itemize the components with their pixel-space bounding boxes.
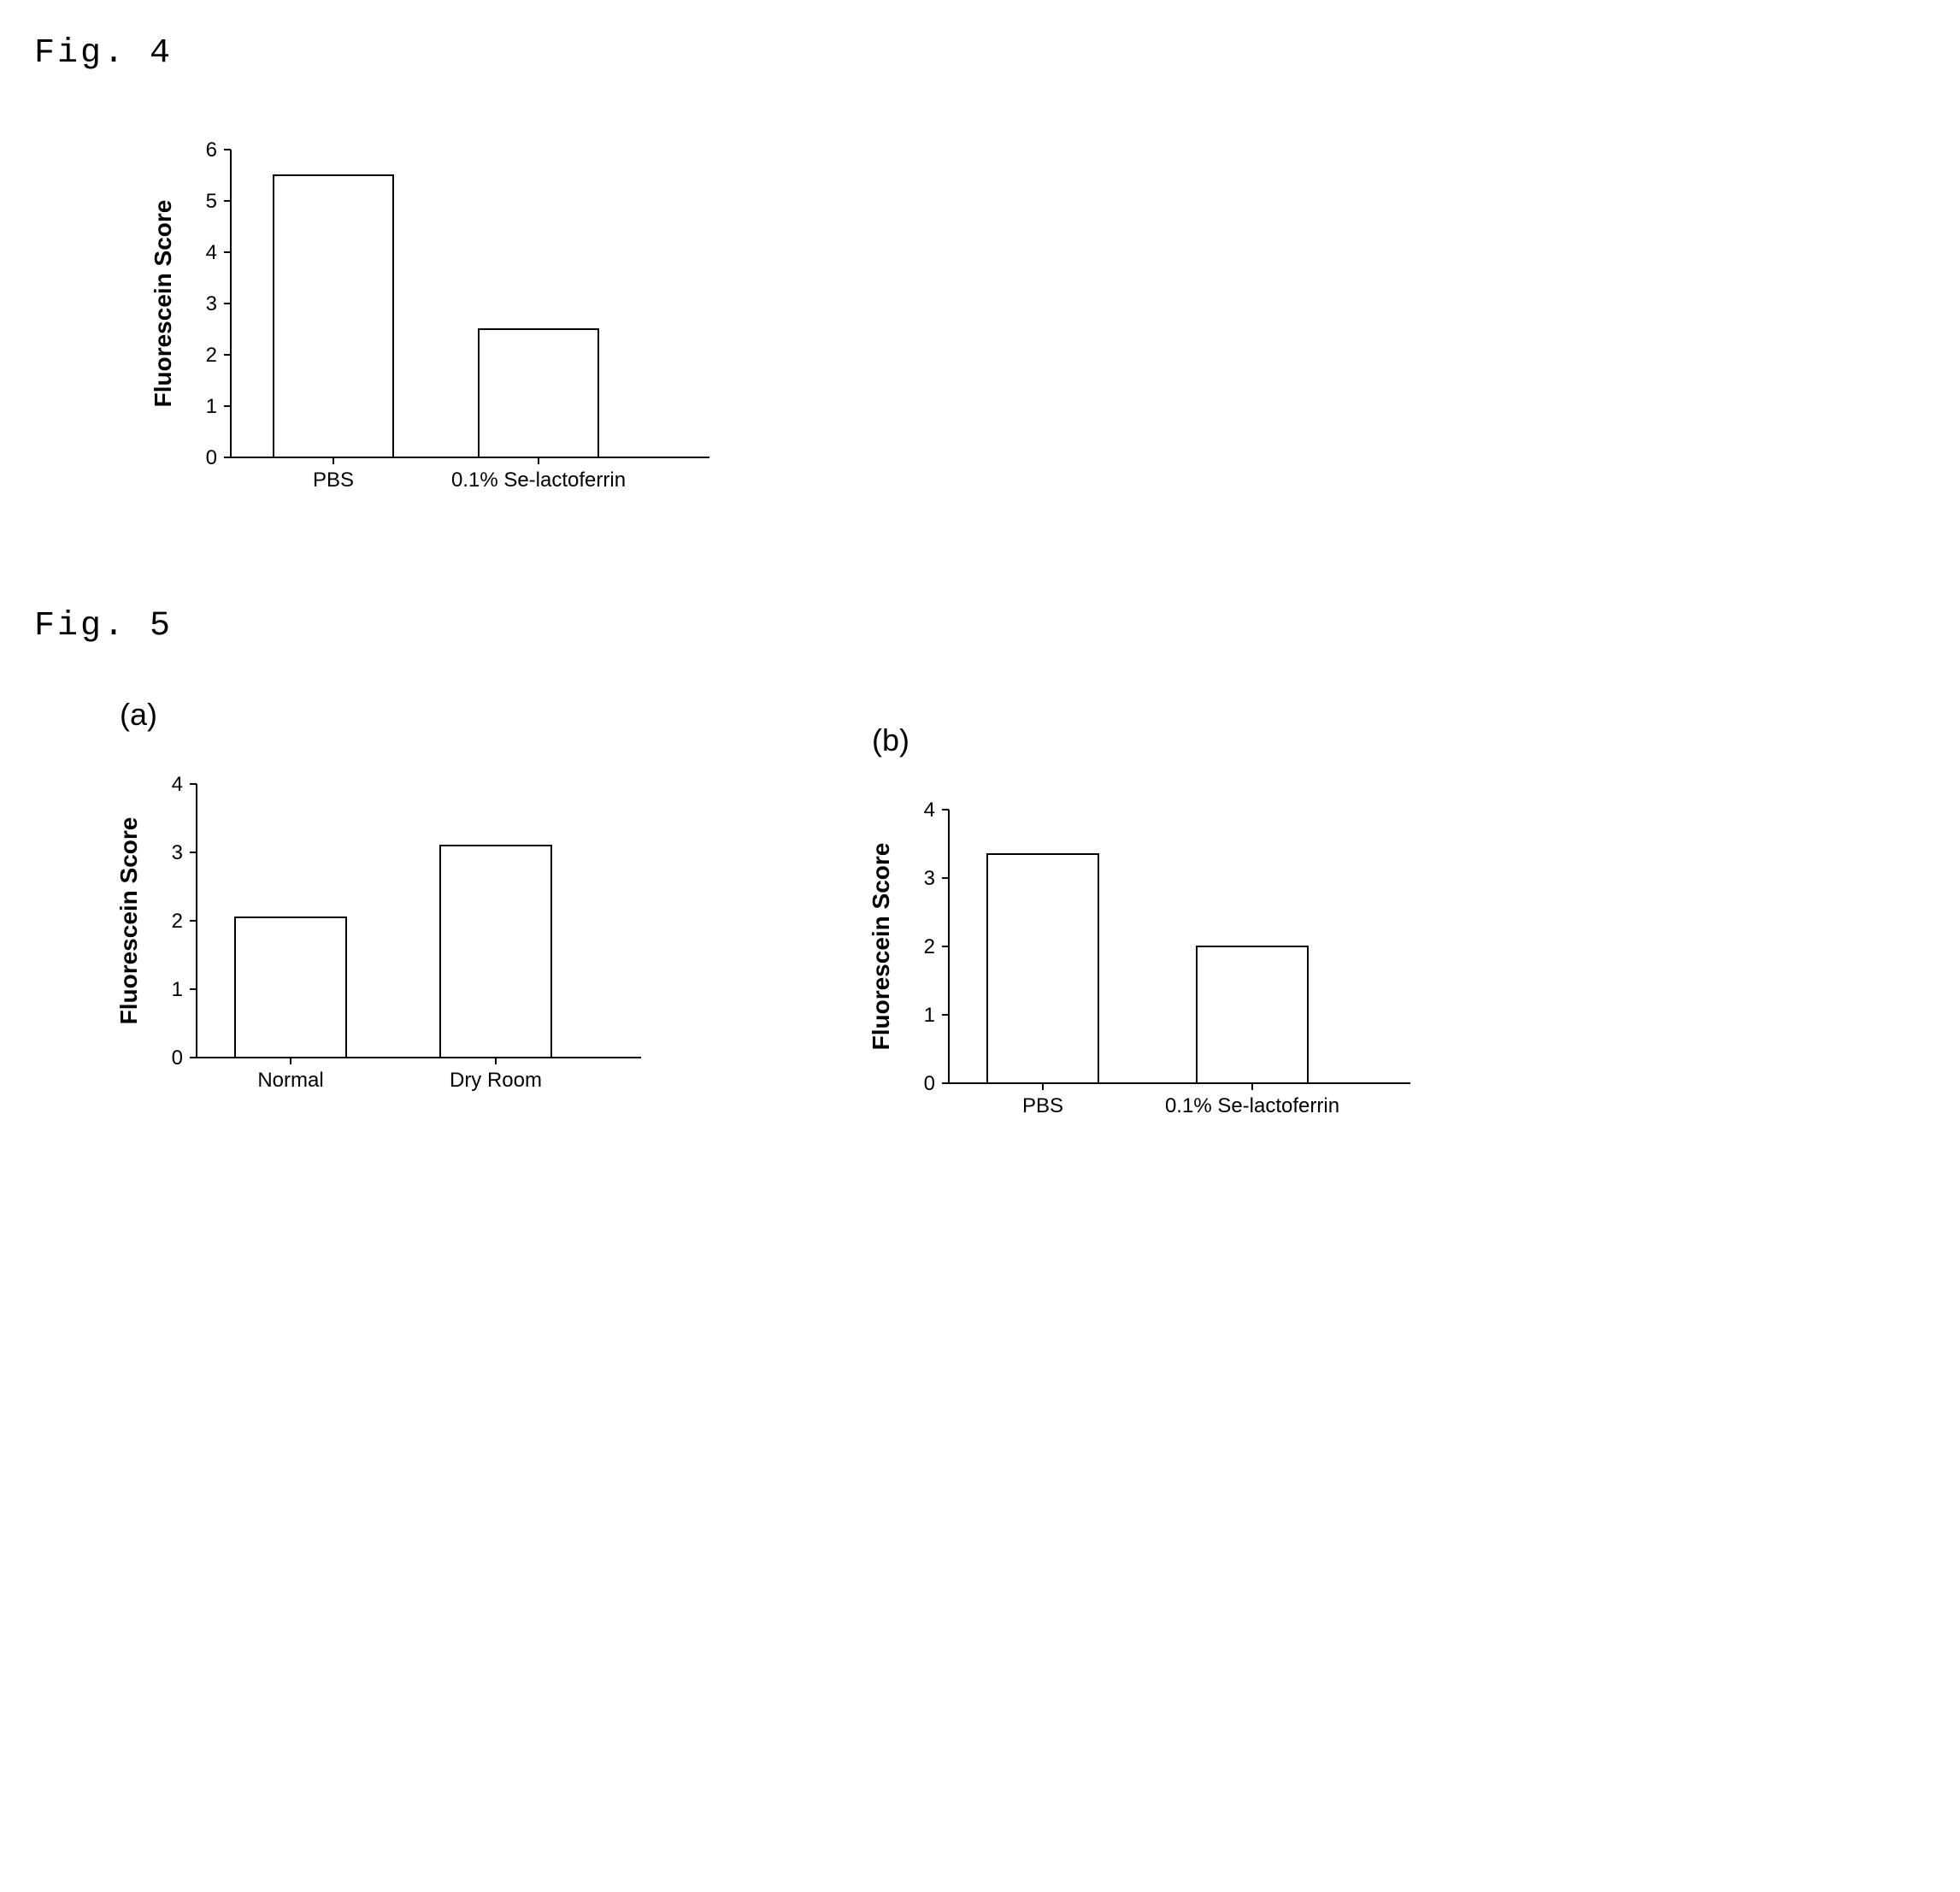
- bar: [235, 917, 346, 1058]
- y-tick-label: 1: [206, 395, 217, 418]
- y-tick-label: 3: [206, 292, 217, 315]
- figure-5-panel-b: (b) 0 1 2 3 4 PBS 0.1% Se-lactoferrin Fluoresce…: [838, 722, 1453, 1130]
- chart-svg: 0 1 2 3 4 5 6 PBS 0.1% Se-lactoferrin Fluorescein…: [120, 107, 735, 500]
- category-label: PBS: [1022, 1094, 1063, 1117]
- chart-svg: 0 1 2 3 4 Normal Dry Room Fluorescein Score: [85, 741, 684, 1100]
- y-tick-label: 4: [172, 773, 183, 796]
- y-tick-label: 0: [206, 446, 217, 469]
- y-tick-label: 4: [206, 241, 217, 264]
- y-axis-label: Fluorescein Score: [115, 817, 142, 1025]
- category-label: PBS: [313, 469, 354, 492]
- chart-svg: 0 1 2 3 4 PBS 0.1% Se-lactoferrin Fluorescein S…: [838, 767, 1453, 1126]
- y-axis-label: Fluorescein Score: [868, 843, 894, 1051]
- bar: [987, 854, 1098, 1083]
- figure-4-section: Fig. 4 0 1 2 3 4 5 6 PBS 0.1% Se-lactoferrin Fluo…: [34, 34, 1926, 504]
- y-tick-label: 1: [172, 978, 183, 1001]
- figure-4-title: Fig. 4: [34, 34, 1926, 73]
- y-tick-label: 4: [924, 799, 935, 822]
- bar: [1197, 946, 1308, 1083]
- y-tick-label: 2: [206, 344, 217, 367]
- figure-5-section: Fig. 5 (a) 0 1 2 3 4 Normal Dry Room Fluorescei…: [34, 607, 1926, 1130]
- category-label: Dry Room: [450, 1069, 542, 1092]
- bar: [440, 846, 551, 1058]
- category-label: 0.1% Se-lactoferrin: [451, 469, 626, 492]
- panel-a-label: (a): [120, 697, 684, 733]
- category-label: 0.1% Se-lactoferrin: [1165, 1094, 1339, 1117]
- figure-4-chart: 0 1 2 3 4 5 6 PBS 0.1% Se-lactoferrin Fluorescein…: [120, 107, 1926, 504]
- y-tick-label: 0: [172, 1046, 183, 1070]
- bar: [479, 329, 598, 457]
- y-tick-label: 3: [924, 867, 935, 890]
- figure-5b-chart: 0 1 2 3 4 PBS 0.1% Se-lactoferrin Fluorescein S…: [838, 767, 1453, 1130]
- y-tick-label: 3: [172, 841, 183, 864]
- panel-b-label: (b): [872, 722, 1453, 758]
- category-label: Normal: [257, 1069, 323, 1092]
- figure-5a-chart: 0 1 2 3 4 Normal Dry Room Fluorescein Score: [85, 741, 684, 1105]
- y-tick-label: 2: [172, 910, 183, 933]
- y-axis-label: Fluorescein Score: [150, 200, 176, 408]
- bar: [274, 175, 393, 457]
- figure-5-title: Fig. 5: [34, 607, 1926, 645]
- y-tick-label: 0: [924, 1072, 935, 1095]
- figure-5-panel-a: (a) 0 1 2 3 4 Normal Dry Room Fluorescein Score: [85, 697, 684, 1105]
- y-tick-label: 6: [206, 139, 217, 162]
- y-tick-label: 2: [924, 935, 935, 958]
- y-tick-label: 5: [206, 190, 217, 213]
- y-tick-label: 1: [924, 1004, 935, 1027]
